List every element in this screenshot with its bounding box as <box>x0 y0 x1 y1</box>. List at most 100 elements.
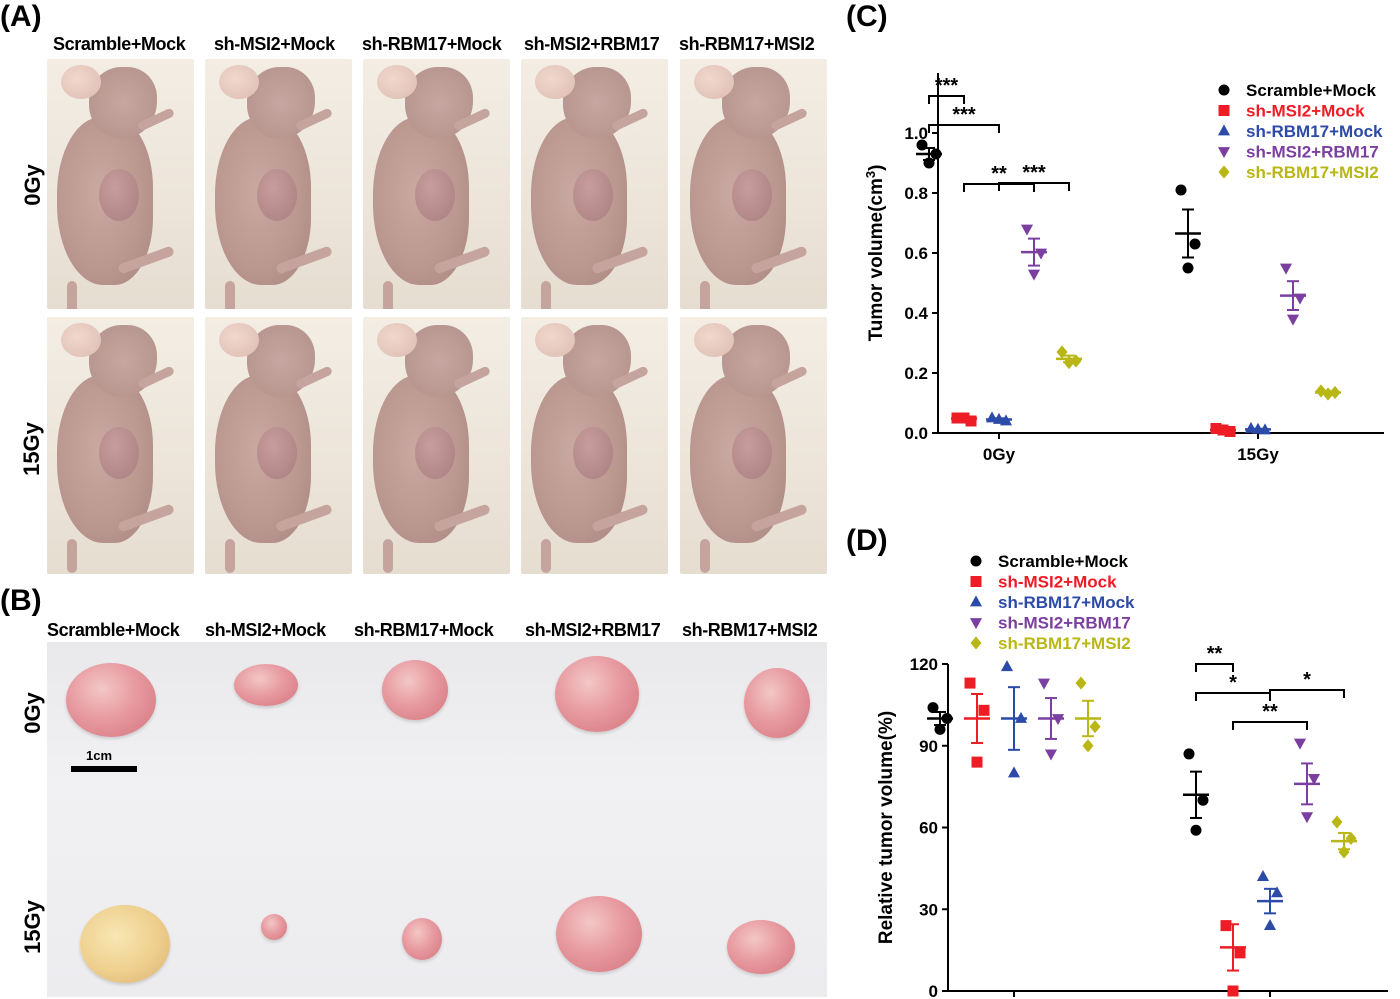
y-tick-label: 90 <box>919 737 938 756</box>
mouse-tumor <box>732 169 772 221</box>
mouse-tumor <box>732 427 772 479</box>
legend-entry: Scramble+Mock <box>998 552 1128 571</box>
data-point <box>970 555 982 567</box>
significance-bracket <box>1232 721 1308 730</box>
mouse-photo <box>47 317 194 574</box>
data-point <box>1217 147 1231 159</box>
mouse-photo <box>363 317 510 574</box>
data-point <box>1345 831 1357 845</box>
data-point <box>1279 263 1293 275</box>
y-tick-label: 0.6 <box>904 244 928 263</box>
y-axis-label-suffix: ) <box>866 165 887 171</box>
mouse-tail <box>541 281 551 309</box>
data-point <box>1218 84 1230 96</box>
excised-tumor <box>744 668 810 738</box>
mouse-tumor <box>573 427 613 479</box>
significance-bracket <box>1195 692 1271 701</box>
significance-label: *** <box>952 104 976 126</box>
significance-bracket <box>928 124 1000 133</box>
legend-entry: sh-RBM17+MSI2 <box>998 634 1131 653</box>
mouse-photo <box>205 317 352 574</box>
scale-bar <box>71 766 137 772</box>
y-axis-label-text: Tumor volume(cm <box>866 178 887 341</box>
data-point <box>1056 345 1068 359</box>
mouse-tail <box>67 539 77 573</box>
mouse-tail <box>383 281 393 309</box>
data-point <box>1224 426 1236 437</box>
significance-label: *** <box>1022 162 1046 184</box>
y-tick-label: 0.0 <box>904 424 928 443</box>
data-point <box>970 576 982 587</box>
mouse-tail <box>700 281 710 309</box>
y-axis-label: Tumor volume(cm3) <box>863 165 887 342</box>
data-point <box>1089 720 1101 734</box>
mouse-tumor <box>99 169 139 221</box>
mouse-photo <box>521 317 668 574</box>
excised-tumor <box>66 663 156 737</box>
mouse-photo <box>363 59 510 309</box>
panel-a-row-label: 15Gy <box>18 422 44 476</box>
panel-a-group-header: sh-MSI2+RBM17 <box>524 34 660 54</box>
significance-label: ** <box>1262 701 1278 723</box>
excised-tumor <box>555 656 639 732</box>
data-point <box>1256 869 1270 881</box>
y-tick-label: 0.8 <box>904 184 928 203</box>
mouse-ear <box>61 65 101 99</box>
y-tick-label: 60 <box>919 819 938 838</box>
significance-bracket <box>998 182 1070 191</box>
panel-d-chart: 03060901200Gy15GyRelative tumor volume(%… <box>876 552 1388 999</box>
excised-tumor <box>382 660 448 720</box>
data-point <box>1263 919 1277 930</box>
y-axis-label: Relative tumor volume(%) <box>876 711 897 944</box>
legend-entry: sh-RBM17+Mock <box>998 593 1135 612</box>
data-point <box>1034 248 1048 260</box>
mouse-tail <box>383 539 393 573</box>
data-point <box>1331 815 1343 829</box>
legend-entry: sh-MSI2+RBM17 <box>998 614 1131 633</box>
mouse-ear <box>377 65 417 99</box>
panel-b-group-header: sh-MSI2+RBM17 <box>525 620 661 640</box>
y-tick-label: 30 <box>919 900 938 919</box>
panel-b-group-header: Scramble+Mock <box>47 620 180 640</box>
data-point <box>1027 269 1041 281</box>
data-point <box>1270 886 1284 898</box>
mouse-tumor <box>257 427 297 479</box>
data-point <box>1182 262 1194 274</box>
data-point <box>1197 794 1209 806</box>
mouse-photo <box>680 59 827 309</box>
mouse-ear <box>694 323 734 357</box>
excised-tumor <box>80 905 170 983</box>
mouse-ear <box>535 65 575 99</box>
data-point <box>1175 184 1187 196</box>
excised-tumor <box>556 896 642 972</box>
data-point <box>1293 738 1307 750</box>
data-point <box>1218 105 1230 116</box>
data-point <box>1220 920 1232 932</box>
legend-entry: sh-MSI2+Mock <box>998 573 1117 592</box>
data-point <box>970 636 982 650</box>
panel-label-a: (A) <box>0 0 42 33</box>
panel-b-group-header: sh-MSI2+Mock <box>205 620 326 640</box>
mouse-tail <box>225 539 235 573</box>
y-tick-label: 120 <box>910 655 938 674</box>
data-point <box>969 618 983 630</box>
panel-a-group-header: sh-RBM17+Mock <box>362 34 502 54</box>
data-point <box>1218 165 1230 179</box>
legend-entry: sh-MSI2+Mock <box>1246 102 1365 121</box>
significance-bracket <box>1195 663 1234 672</box>
panel-a-group-header: Scramble+Mock <box>53 34 186 54</box>
mouse-ear <box>61 323 101 357</box>
panel-b-row-label: 0Gy <box>19 692 45 734</box>
data-point <box>1037 678 1051 690</box>
panel-label-c: (C) <box>846 0 888 33</box>
data-point <box>934 723 946 735</box>
mouse-ear <box>535 323 575 357</box>
mouse-tumor <box>415 427 455 479</box>
panel-c-chart: 0.0 0.2 0.4 0.6 0.8 1.0 0Gy 15Gy Tumor volume(cm… <box>863 73 1384 464</box>
mouse-ear <box>377 323 417 357</box>
panel-a-group-header: sh-RBM17+MSI2 <box>679 34 815 54</box>
data-point <box>1338 845 1350 859</box>
excised-tumor <box>402 918 442 960</box>
data-point <box>1020 224 1034 236</box>
y-axis-label-superscript: 3 <box>863 171 878 178</box>
